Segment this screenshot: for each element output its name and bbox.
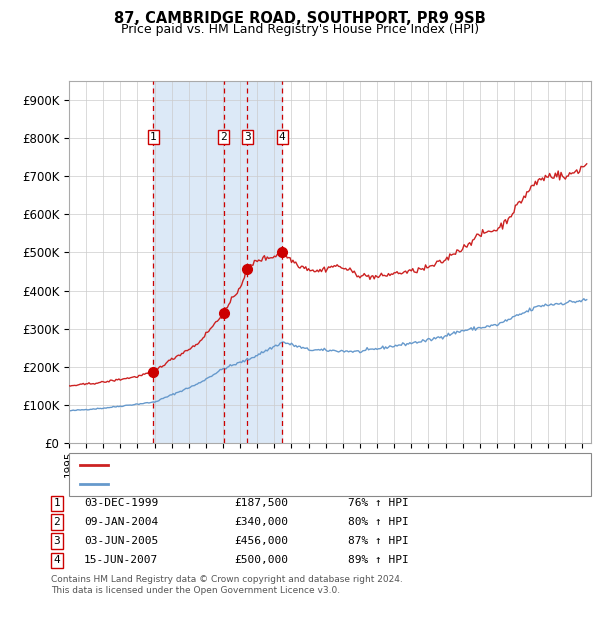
Text: 4: 4 [53, 556, 61, 565]
Text: £456,000: £456,000 [234, 536, 288, 546]
Text: 15-JUN-2007: 15-JUN-2007 [84, 556, 158, 565]
Text: £500,000: £500,000 [234, 556, 288, 565]
Bar [153, 81, 282, 443]
Text: 80% ↑ HPI: 80% ↑ HPI [348, 517, 409, 527]
Text: 87, CAMBRIDGE ROAD, SOUTHPORT, PR9 9SB: 87, CAMBRIDGE ROAD, SOUTHPORT, PR9 9SB [114, 11, 486, 26]
Text: 1: 1 [150, 132, 157, 142]
Text: 87, CAMBRIDGE ROAD, SOUTHPORT, PR9 9SB (detached house): 87, CAMBRIDGE ROAD, SOUTHPORT, PR9 9SB (… [112, 460, 444, 470]
Text: Contains HM Land Registry data © Crown copyright and database right 2024.
This d: Contains HM Land Registry data © Crown c… [51, 575, 403, 595]
Text: 76% ↑ HPI: 76% ↑ HPI [348, 498, 409, 508]
Text: Price paid vs. HM Land Registry's House Price Index (HPI): Price paid vs. HM Land Registry's House … [121, 23, 479, 36]
Text: 2: 2 [53, 517, 61, 527]
Text: HPI: Average price, detached house, Sefton: HPI: Average price, detached house, Seft… [112, 479, 339, 489]
Text: 3: 3 [53, 536, 61, 546]
Text: 03-JUN-2005: 03-JUN-2005 [84, 536, 158, 546]
Text: £340,000: £340,000 [234, 517, 288, 527]
Text: 03-DEC-1999: 03-DEC-1999 [84, 498, 158, 508]
Text: £187,500: £187,500 [234, 498, 288, 508]
Text: 3: 3 [244, 132, 251, 142]
Text: 2: 2 [220, 132, 227, 142]
Text: 09-JAN-2004: 09-JAN-2004 [84, 517, 158, 527]
Text: 89% ↑ HPI: 89% ↑ HPI [348, 556, 409, 565]
Text: 1: 1 [53, 498, 61, 508]
Text: 4: 4 [279, 132, 286, 142]
Text: 87% ↑ HPI: 87% ↑ HPI [348, 536, 409, 546]
